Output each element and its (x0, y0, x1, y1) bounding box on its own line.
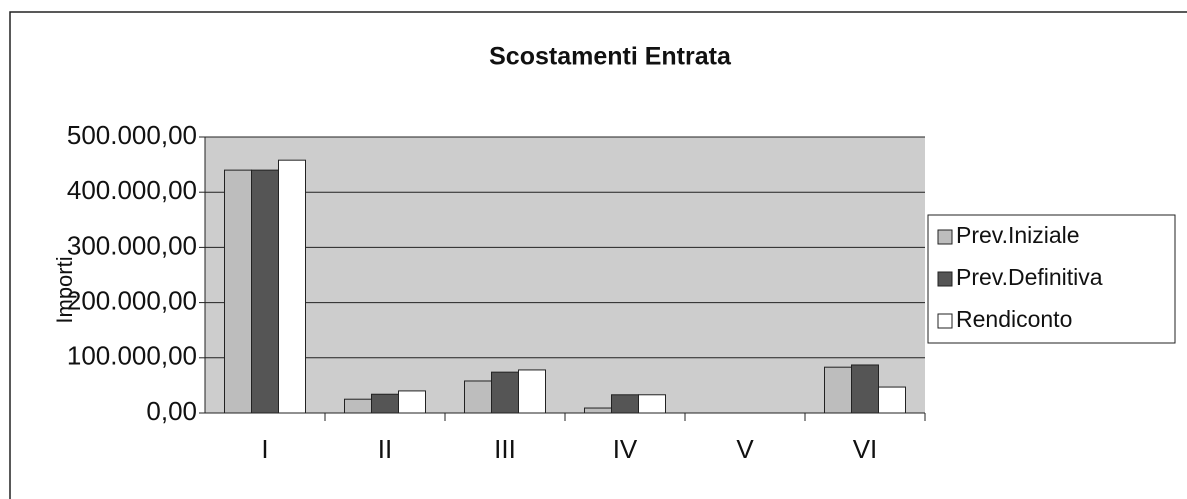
x-tick-label: IV (613, 434, 638, 464)
chart-title: Scostamenti Entrata (489, 43, 732, 71)
x-tick-label: I (261, 434, 268, 464)
legend-swatch (937, 313, 953, 329)
bar (398, 390, 426, 414)
bar (584, 407, 612, 414)
y-tick-label: 0,00 (146, 396, 197, 426)
legend-label: Prev.Iniziale (956, 222, 1080, 248)
x-tick-label: V (736, 434, 754, 464)
legend-box (927, 214, 1176, 344)
bar (638, 394, 666, 414)
bar (251, 169, 279, 414)
y-tick-label: 300.000,00 (67, 230, 197, 260)
legend-label: Prev.Definitiva (956, 264, 1103, 290)
bar (611, 394, 639, 414)
y-tick-label: 200.000,00 (67, 285, 197, 315)
legend-swatch (937, 229, 953, 245)
x-tick-label: III (494, 434, 516, 464)
plot-area (205, 137, 925, 413)
legend-label: Rendiconto (956, 306, 1072, 332)
bar (518, 369, 546, 414)
bar (824, 366, 852, 414)
y-tick-label: 400.000,00 (67, 175, 197, 205)
bar (464, 380, 492, 414)
bar (491, 371, 519, 414)
x-tick-label: VI (853, 434, 878, 464)
bar (224, 169, 252, 414)
y-axis-label: Importi (52, 256, 77, 323)
x-tick-label: II (378, 434, 392, 464)
bar (371, 393, 399, 414)
y-tick-label: 500.000,00 (67, 120, 197, 150)
bar (878, 386, 906, 414)
y-tick-label: 100.000,00 (67, 341, 197, 371)
bar (851, 364, 879, 414)
bar (278, 159, 306, 414)
legend-swatch (937, 271, 953, 287)
bar (344, 398, 372, 414)
